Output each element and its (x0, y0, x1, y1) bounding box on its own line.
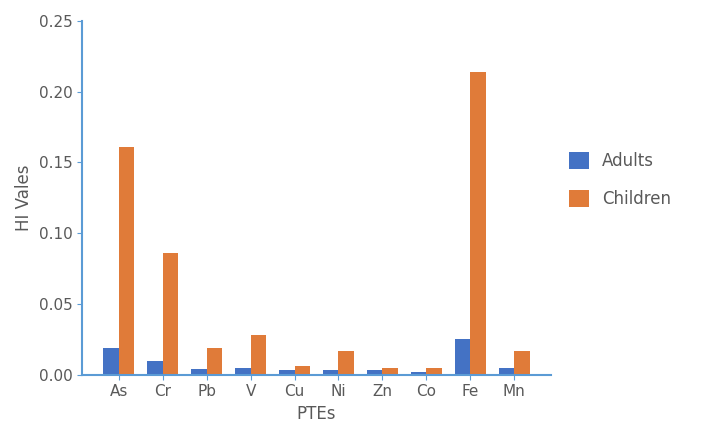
Bar (191, 369, 207, 375)
Bar (499, 367, 514, 375)
Bar (471, 72, 486, 375)
Bar (279, 371, 294, 375)
Bar (339, 351, 354, 375)
Bar (514, 351, 530, 375)
Bar (119, 147, 134, 375)
Legend: Adults, Children: Adults, Children (568, 152, 671, 208)
Bar (367, 371, 383, 375)
X-axis label: PTEs: PTEs (297, 405, 336, 423)
Bar (162, 253, 178, 375)
Bar (455, 339, 471, 375)
Bar (251, 335, 266, 375)
Bar (235, 367, 251, 375)
Bar (383, 367, 398, 375)
Bar (426, 367, 442, 375)
Bar (294, 366, 310, 375)
Y-axis label: HI Vales: HI Vales (15, 165, 33, 231)
Bar (207, 348, 222, 375)
Bar (411, 372, 426, 375)
Bar (147, 360, 162, 375)
Bar (323, 371, 339, 375)
Bar (104, 348, 119, 375)
